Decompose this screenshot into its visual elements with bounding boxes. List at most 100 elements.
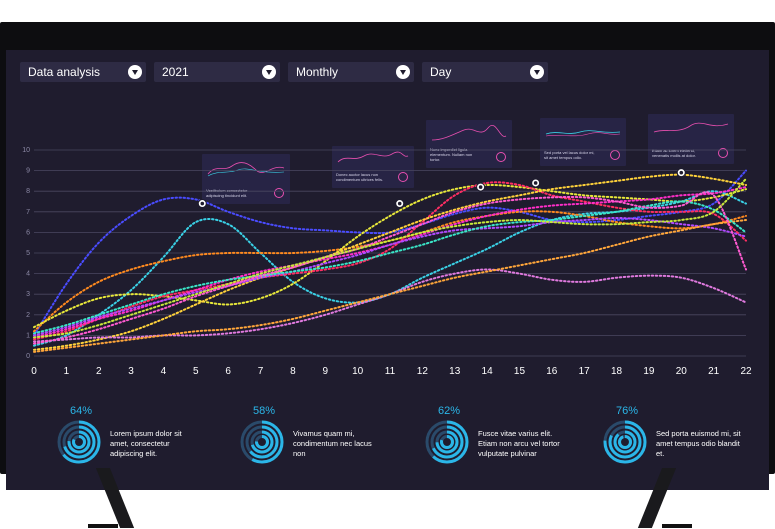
mini-chart-card[interactable]: Etiam ac lorem eleifend, venenatis molli…: [648, 114, 734, 164]
ring-fill: [57, 420, 101, 464]
stat-description: Lorem ipsum dolor sit amet, consectetur …: [110, 429, 182, 458]
radial-progress-icon: [57, 420, 101, 464]
stat-description: Sed porta euismod mi, sit amet tempus od…: [656, 429, 741, 458]
x-tick-label: 5: [193, 366, 199, 377]
ring-fill: [62, 425, 96, 459]
dropdown-label: 2021: [162, 65, 189, 79]
series-line: [33, 181, 747, 341]
x-tick-label: 22: [740, 366, 752, 377]
dropdown-period[interactable]: Monthly: [288, 62, 414, 82]
x-tick-label: 8: [290, 366, 296, 377]
highlight-point-center: [478, 185, 483, 189]
y-tick-label: 2: [26, 312, 30, 319]
y-tick-label: 1: [26, 332, 30, 339]
mini-chart-card[interactable]: Donec auctor lacus non condimentum ultri…: [332, 146, 414, 188]
series-line: [33, 190, 747, 347]
x-tick-label: 18: [611, 366, 623, 377]
chevron-down-icon[interactable]: [128, 65, 142, 79]
x-tick-label: 7: [258, 366, 264, 377]
filter-toolbar: Data analysis 2021 Monthly Day: [20, 62, 548, 84]
x-tick-label: 6: [225, 366, 231, 377]
ring-fill: [240, 420, 284, 464]
x-tick-label: 14: [482, 366, 494, 377]
x-tick-label: 0: [31, 366, 37, 377]
mini-card-text: Vestibulum consectetur adipiscing tincid…: [206, 188, 248, 198]
x-tick-label: 12: [417, 366, 429, 377]
x-tick-label: 17: [579, 366, 591, 377]
dropdown-label: Day: [430, 65, 452, 79]
ring-fill: [245, 425, 279, 459]
x-tick-label: 4: [161, 366, 167, 377]
y-tick-label: 10: [22, 147, 30, 154]
chevron-down-icon[interactable]: [530, 65, 544, 79]
ring-fill: [440, 435, 454, 449]
ring-fill: [250, 430, 274, 454]
mini-ring: [496, 152, 506, 162]
mini-ring: [274, 188, 284, 198]
highlight-point-center: [200, 201, 205, 206]
tv-foot-left: [88, 524, 118, 528]
highlight-point-center: [397, 201, 402, 206]
stat-description: Fusce vitae varius elit. Etiam non arcu …: [478, 429, 560, 458]
x-tick-label: 9: [322, 366, 328, 377]
x-tick-label: 1: [64, 366, 70, 377]
ring-fill: [603, 420, 647, 464]
y-tick-label: 5: [26, 250, 30, 257]
dashboard-screen: Data analysis 2021 Monthly Day Vestibulu…: [6, 50, 769, 490]
series-line: [33, 191, 747, 345]
y-tick-label: 7: [26, 209, 30, 216]
series-line: [33, 183, 747, 329]
mini-chart-card[interactable]: Nunc imperdiet ligula elementum. Nullam …: [426, 120, 512, 168]
mini-chart-card[interactable]: Vestibulum consectetur adipiscing tincid…: [202, 154, 290, 204]
highlight-point-center: [679, 170, 684, 175]
mini-ring: [610, 150, 620, 160]
mini-card-text: Donec auctor lacus non condimentum ultri…: [336, 172, 384, 182]
ring-fill: [435, 430, 459, 454]
ring-fill: [618, 435, 632, 449]
tv-frame: Data analysis 2021 Monthly Day Vestibulu…: [0, 22, 775, 490]
y-tick-label: 3: [26, 291, 30, 298]
ring-fill: [608, 425, 642, 459]
ring-fill: [72, 435, 86, 449]
chevron-down-icon[interactable]: [262, 65, 276, 79]
x-tick-label: 20: [676, 366, 688, 377]
mini-chart-card[interactable]: Sed porta vel lacus dolor mi, sit amet t…: [540, 118, 626, 166]
dropdown-analysis[interactable]: Data analysis: [20, 62, 146, 82]
radial-progress-icon: [603, 420, 647, 464]
series-line: [33, 200, 747, 335]
series-line: [33, 177, 747, 339]
chevron-down-icon[interactable]: [396, 65, 410, 79]
x-tick-label: 15: [514, 366, 526, 377]
y-tick-label: 0: [26, 353, 30, 360]
stat-percent: 62%: [438, 405, 461, 417]
x-tick-label: 19: [643, 366, 655, 377]
y-tick-label: 6: [26, 229, 30, 236]
tv-foot-right: [662, 524, 692, 528]
radial-progress-icon: [240, 420, 284, 464]
mini-ring: [718, 148, 728, 158]
x-tick-label: 2: [96, 366, 102, 377]
dropdown-year[interactable]: 2021: [154, 62, 280, 82]
mini-sparkline: [545, 130, 621, 137]
x-tick-label: 11: [385, 366, 396, 377]
dropdown-label: Data analysis: [28, 65, 101, 79]
mini-ring: [398, 172, 408, 182]
x-tick-label: 16: [546, 366, 558, 377]
series-line: [33, 216, 747, 337]
series-line: [33, 219, 747, 353]
ring-fill: [425, 420, 469, 464]
mini-card-text: Nunc imperdiet ligula elementum. Nullam …: [430, 147, 473, 162]
x-tick-label: 3: [128, 366, 134, 377]
mini-sparkline: [653, 122, 729, 133]
series-line: [33, 210, 747, 333]
series-line: [33, 173, 747, 351]
mini-card-text: Etiam ac lorem eleifend, venenatis molli…: [652, 148, 696, 158]
ring-fill: [255, 435, 269, 449]
y-tick-label: 8: [26, 188, 30, 195]
dropdown-granularity[interactable]: Day: [422, 62, 548, 82]
ring-fill: [67, 430, 91, 454]
ring-fill: [613, 430, 637, 454]
x-tick-label: 10: [352, 366, 364, 377]
y-tick-label: 9: [26, 168, 30, 175]
